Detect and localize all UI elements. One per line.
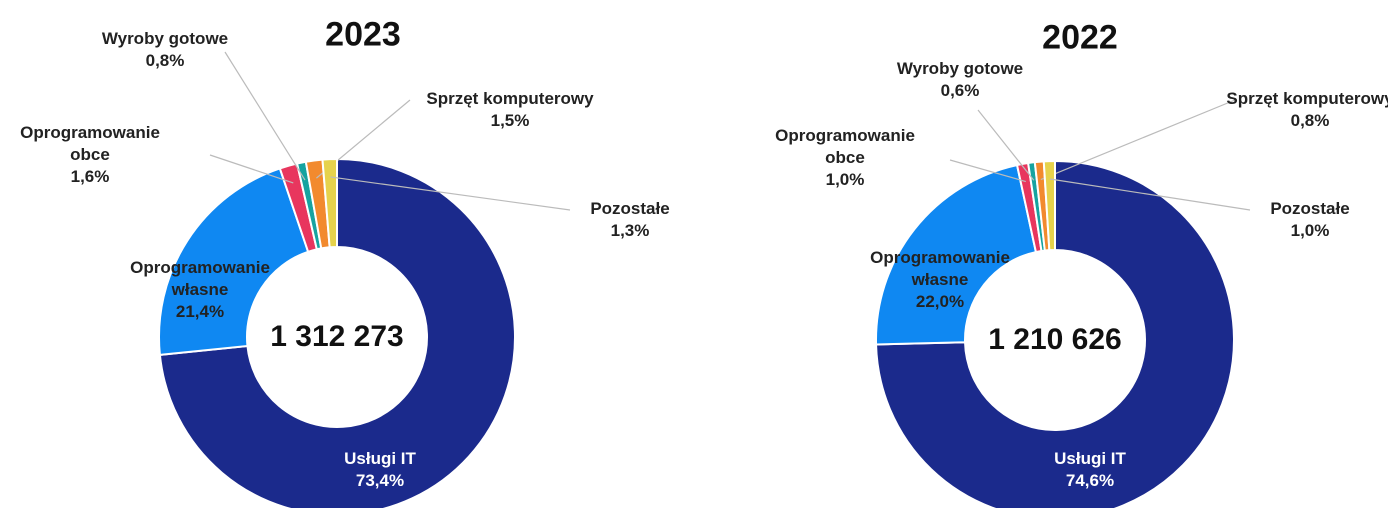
chart-title: 2022: [1042, 18, 1118, 57]
value-label: 1,6%: [70, 167, 110, 186]
slice-label: Usługi IT 73,4%: [295, 448, 465, 492]
category-name: Wyroby gotowe: [896, 59, 1024, 78]
slice: [875, 163, 1038, 346]
value-label: 73,4%: [355, 471, 405, 490]
category-name: Usługi IT: [1054, 449, 1126, 468]
leader-line: [209, 154, 294, 184]
slice: [158, 157, 516, 508]
leader-line: [224, 51, 306, 181]
slice: [321, 157, 338, 249]
slice-label: Sprzęt komputerowy 0,8%: [1225, 88, 1388, 132]
leader-line: [1040, 99, 1236, 181]
value-label: 1,5%: [490, 111, 530, 130]
category-name: Sprzęt komputerowy: [1226, 89, 1388, 108]
category-name: Oprogramowanie własne: [130, 258, 270, 299]
center-total: 1 312 273: [270, 320, 404, 353]
category-name: Oprogramowanie własne: [870, 248, 1010, 289]
slice-label: Oprogramowanie obce 1,0%: [760, 125, 930, 191]
slice: [158, 167, 310, 356]
value-label: 0,8%: [1290, 111, 1330, 130]
value-label: 0,6%: [940, 81, 980, 100]
slice-label: Sprzęt komputerowy 1,5%: [425, 88, 595, 132]
value-label: 21,4%: [175, 302, 225, 321]
slice-label: Wyroby gotowe 0,8%: [80, 28, 250, 72]
slice-label: Pozostałe 1,3%: [545, 198, 715, 242]
center-total: 1 210 626: [988, 323, 1122, 356]
slice-label: Usługi IT 74,6%: [1005, 448, 1175, 492]
value-label: 1,3%: [610, 221, 650, 240]
value-label: 22,0%: [915, 292, 965, 311]
value-label: 1,0%: [825, 170, 865, 189]
slice-label: Oprogramowanie własne 21,4%: [115, 257, 285, 323]
category-name: Wyroby gotowe: [101, 29, 229, 48]
category-name: Oprogramowanie obce: [775, 126, 915, 167]
category-name: Usługi IT: [344, 449, 416, 468]
category-name: Sprzęt komputerowy: [426, 89, 594, 108]
category-name: Pozostałe: [1270, 199, 1350, 218]
leader-line: [330, 176, 571, 211]
slice-label: Pozostałe 1,0%: [1225, 198, 1388, 242]
leader-line: [977, 109, 1035, 181]
category-name: Pozostałe: [590, 199, 670, 218]
slice-label: Wyroby gotowe 0,6%: [875, 58, 1045, 102]
slice: [875, 159, 1235, 508]
slice-label: Oprogramowanie własne 22,0%: [855, 247, 1025, 313]
slice-label: Oprogramowanie obce 1,6%: [5, 122, 175, 188]
chart-title: 2023: [325, 15, 401, 54]
category-name: Oprogramowanie obce: [20, 123, 160, 164]
value-label: 1,0%: [1290, 221, 1330, 240]
value-label: 74,6%: [1065, 471, 1115, 490]
value-label: 0,8%: [145, 51, 185, 70]
leader-line: [949, 159, 1026, 183]
slice: [1042, 159, 1056, 252]
leader-line: [1049, 178, 1251, 211]
